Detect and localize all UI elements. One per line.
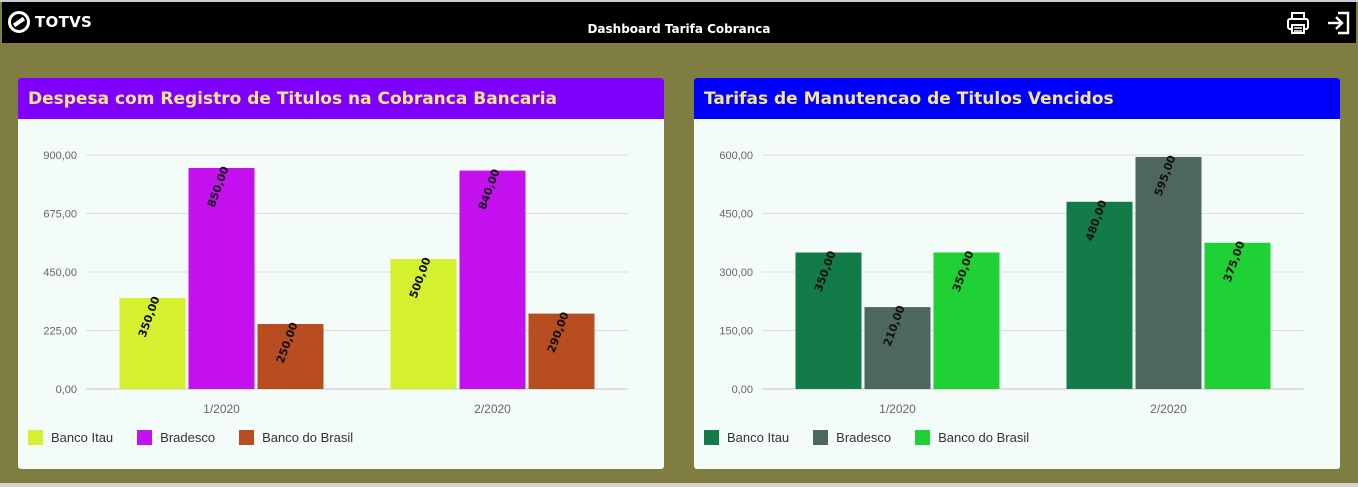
x-tick-label: 1/2020 <box>203 402 240 416</box>
legend-item[interactable]: Bradesco <box>137 430 215 445</box>
legend-item[interactable]: Bradesco <box>813 430 891 445</box>
legend-label: Banco do Brasil <box>938 430 1030 445</box>
legend-swatch <box>137 430 153 445</box>
bar-chart-despesa-registro: 0,00225,00450,00675,00900,00350,00850,00… <box>43 150 628 416</box>
chart-legend: Banco Itau Bradesco Banco do Brasil <box>704 430 1053 445</box>
bar[interactable] <box>933 252 1000 390</box>
y-tick-label: 450,00 <box>719 209 753 221</box>
bar[interactable] <box>1204 242 1271 389</box>
bar[interactable] <box>188 168 255 389</box>
y-tick-label: 150,00 <box>719 326 753 338</box>
legend-label: Bradesco <box>160 430 216 445</box>
y-tick-label: 0,00 <box>56 384 77 396</box>
panel-tarifas-manutencao: Tarifas de Manutencao de Titulos Vencido… <box>694 78 1340 469</box>
panel-title: Despesa com Registro de Titulos na Cobra… <box>18 78 664 119</box>
legend-item[interactable]: Banco Itau <box>704 430 789 445</box>
y-tick-label: 675,00 <box>43 209 77 221</box>
chart-legend: Banco Itau Bradesco Banco do Brasil <box>28 430 377 445</box>
window-top-border <box>0 0 1358 2</box>
legend-label: Bradesco <box>836 430 892 445</box>
bar[interactable] <box>1135 156 1202 389</box>
legend-swatch <box>704 430 719 445</box>
legend-swatch <box>239 430 255 445</box>
legend-label: Banco Itau <box>51 430 114 445</box>
totvs-logo-icon <box>8 11 30 33</box>
legend-item[interactable]: Banco do Brasil <box>915 430 1029 445</box>
y-tick-label: 450,00 <box>43 267 77 279</box>
y-tick-label: 600,00 <box>719 150 753 162</box>
legend-label: Banco Itau <box>727 430 790 445</box>
printer-icon[interactable] <box>1286 11 1310 35</box>
y-tick-label: 300,00 <box>719 267 753 279</box>
legend-swatch <box>28 430 43 445</box>
bar[interactable] <box>1066 201 1133 389</box>
x-tick-label: 2/2020 <box>474 402 511 416</box>
legend-label: Banco do Brasil <box>262 430 354 445</box>
bar[interactable] <box>528 313 595 389</box>
bar[interactable] <box>390 259 457 389</box>
panel-title: Tarifas de Manutencao de Titulos Vencido… <box>694 78 1340 119</box>
y-tick-label: 0,00 <box>732 384 753 396</box>
y-tick-label: 900,00 <box>43 150 77 162</box>
bar[interactable] <box>257 324 324 389</box>
y-tick-label: 225,00 <box>43 326 77 338</box>
legend-item[interactable]: Banco Itau <box>28 430 113 445</box>
bar[interactable] <box>864 307 931 389</box>
legend-item[interactable]: Banco do Brasil <box>239 430 353 445</box>
legend-swatch <box>813 430 829 445</box>
totvs-logo: TOTVS <box>8 11 92 33</box>
logout-icon[interactable] <box>1326 11 1350 35</box>
logo-text: TOTVS <box>35 13 93 31</box>
bar-chart-tarifas-manutencao: 0,00150,00300,00450,00600,00350,00210,00… <box>719 150 1304 416</box>
window-bottom-border <box>0 483 1358 487</box>
x-tick-label: 1/2020 <box>879 402 916 416</box>
x-tick-label: 2/2020 <box>1150 402 1187 416</box>
bar[interactable] <box>795 252 862 390</box>
legend-swatch <box>915 430 931 445</box>
bar[interactable] <box>119 298 186 389</box>
app-title: Dashboard Tarifa Cobranca <box>587 22 771 36</box>
panel-despesa-registro: Despesa com Registro de Titulos na Cobra… <box>18 78 664 469</box>
bar[interactable] <box>459 170 526 389</box>
app-header: TOTVS Dashboard Tarifa Cobranca <box>2 2 1356 43</box>
